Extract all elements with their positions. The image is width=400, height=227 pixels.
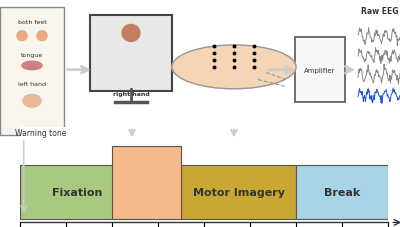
Circle shape (172, 46, 296, 89)
Text: Cue: Cue (135, 178, 158, 188)
Ellipse shape (17, 32, 27, 42)
Bar (296, 165, 388, 219)
Text: tongue: tongue (21, 52, 43, 57)
Bar (20, 165, 135, 219)
Text: Raw EEG: Raw EEG (361, 7, 399, 16)
Text: right hand: right hand (113, 92, 149, 97)
Text: Fixation: Fixation (52, 187, 103, 197)
FancyBboxPatch shape (295, 38, 345, 103)
Text: both feet: both feet (18, 20, 46, 25)
Ellipse shape (122, 25, 140, 42)
Text: left hand: left hand (18, 82, 46, 87)
Text: Amplifier: Amplifier (304, 67, 336, 73)
FancyBboxPatch shape (90, 15, 172, 91)
FancyBboxPatch shape (0, 8, 64, 135)
Text: Break: Break (324, 187, 360, 197)
Text: Motor Imagery: Motor Imagery (192, 187, 284, 197)
Bar (112, 146, 181, 219)
Ellipse shape (23, 95, 41, 108)
Bar (181, 165, 296, 219)
Ellipse shape (22, 62, 42, 70)
Text: Warning tone: Warning tone (15, 128, 67, 137)
Ellipse shape (37, 32, 47, 42)
